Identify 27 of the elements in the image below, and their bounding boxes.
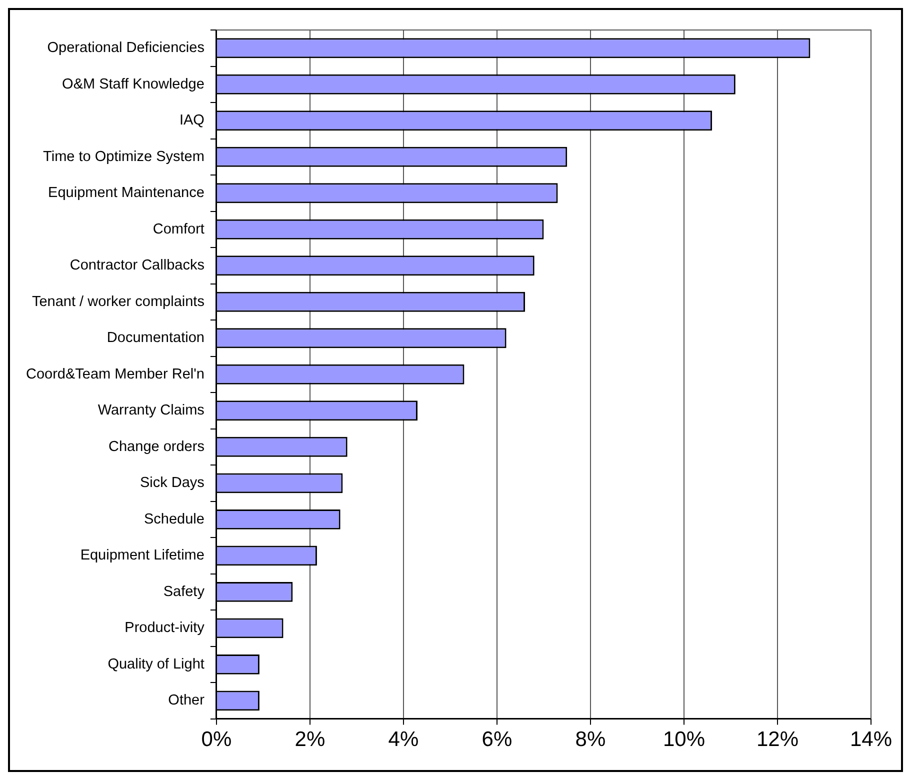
y-tick-label: Schedule (144, 511, 204, 528)
y-tick-label: O&M Staff Knowledge (62, 76, 204, 92)
x-tick-label: 6% (482, 728, 512, 752)
y-tick-label: Comfort (152, 221, 204, 238)
y-tick-label: Other (168, 692, 205, 709)
x-tick-label: 12% (756, 728, 799, 752)
y-tick-label: Operational Deficiencies (47, 40, 204, 56)
x-tick-label: 10% (662, 728, 705, 752)
y-tick-label: Sick Days (140, 475, 204, 492)
x-tick-label: 8% (575, 728, 606, 752)
y-tick-label: Quality of Light (108, 656, 204, 672)
y-tick-label: Contractor Callbacks (70, 258, 204, 274)
y-tick-label: Coord&Team Member Rel'n (26, 366, 204, 382)
x-tick-label: 4% (388, 728, 419, 752)
y-tick-label: Documentation (106, 330, 204, 346)
y-tick-label: Product-ivity (124, 620, 206, 636)
x-tick-label: 2% (294, 728, 326, 752)
y-tick-label: Time to Optimize System (43, 148, 204, 165)
x-tick-label: 0% (201, 728, 232, 752)
y-tick-label: Tenant / worker complaints (32, 294, 204, 310)
x-tick-label: 14% (850, 728, 892, 752)
y-tick-label: Safety (163, 584, 206, 600)
y-tick-label: Equipment Lifetime (80, 548, 204, 564)
y-tick-label: Change orders (108, 438, 204, 455)
y-tick-label: Equipment Maintenance (48, 185, 204, 202)
y-tick-label: Warranty Claims (98, 402, 204, 419)
y-tick-label: IAQ (179, 112, 204, 129)
